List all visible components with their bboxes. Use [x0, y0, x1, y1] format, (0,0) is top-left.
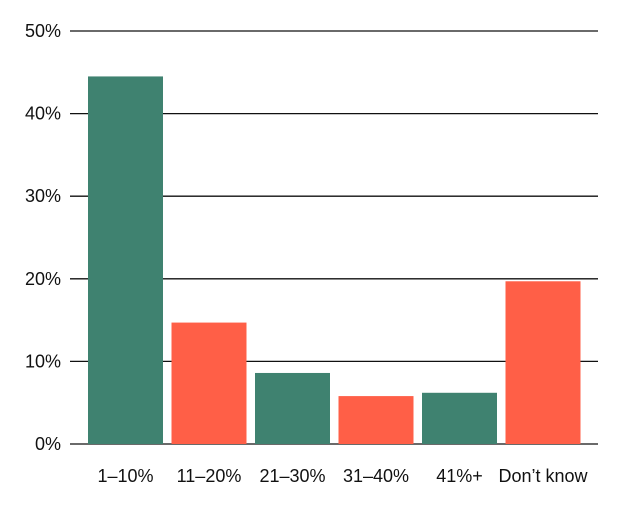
y-tick-label: 40% — [25, 104, 61, 124]
x-axis-labels: 1–10% 11–20% 21–30% 31–40% 41%+ Don’t know — [97, 466, 588, 486]
bars — [88, 76, 581, 445]
y-axis-ticks: 0% 10% 20% 30% 40% 50% — [25, 21, 61, 454]
x-category-label: 21–30% — [259, 466, 325, 486]
bar-4 — [338, 396, 414, 444]
bar-1 — [88, 76, 163, 445]
x-category-label: Don’t know — [498, 466, 588, 486]
x-category-label: 41%+ — [436, 466, 483, 486]
y-tick-label: 0% — [35, 434, 61, 454]
bar-3 — [255, 372, 330, 444]
y-tick-label: 50% — [25, 21, 61, 41]
y-tick-label: 10% — [25, 351, 61, 371]
bar-6 — [505, 281, 581, 444]
x-category-label: 11–20% — [177, 466, 242, 486]
x-category-label: 1–10% — [97, 466, 153, 486]
bar-2 — [171, 322, 247, 444]
y-tick-label: 20% — [25, 269, 61, 289]
y-tick-label: 30% — [25, 186, 61, 206]
x-category-label: 31–40% — [343, 466, 409, 486]
bar-5 — [422, 392, 497, 444]
